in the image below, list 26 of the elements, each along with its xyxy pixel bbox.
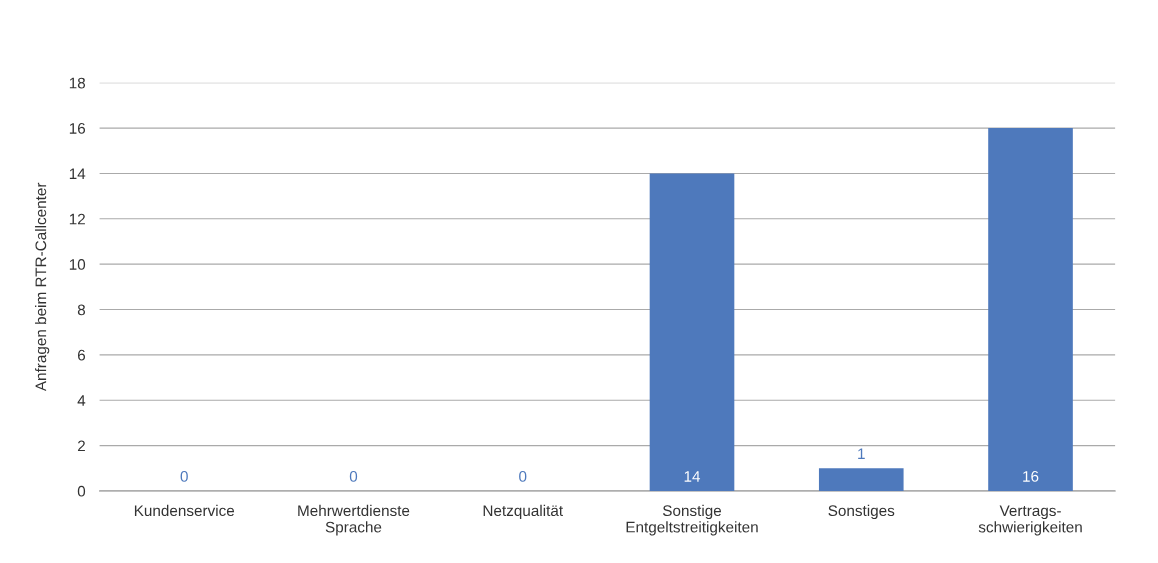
x-tick-label: Sonstiges — [828, 504, 895, 520]
bar — [988, 128, 1073, 491]
y-tick-label: 12 — [69, 213, 85, 225]
y-tick-label: 6 — [77, 349, 86, 361]
y-tick-label: 10 — [69, 259, 86, 270]
bar — [649, 173, 735, 491]
data-label: 0 — [180, 470, 188, 482]
y-tick-label: 4 — [77, 395, 86, 406]
data-label: 14 — [684, 471, 701, 482]
bar — [818, 468, 904, 491]
data-label: 0 — [349, 470, 358, 482]
x-tick-label: Mehrwertdienste Sprache — [298, 504, 410, 536]
x-tick-label: Netzqualität — [483, 504, 563, 520]
data-label: 0 — [519, 470, 527, 482]
x-tick-label: Kundenservice — [134, 504, 235, 517]
y-tick-label: 2 — [77, 440, 85, 452]
data-label: 1 — [858, 448, 865, 459]
y-tick-label: 14 — [69, 168, 86, 179]
y-tick-label: 18 — [69, 77, 86, 89]
y-tick-label: 0 — [77, 485, 86, 497]
y-tick-label: 8 — [77, 304, 86, 316]
y-tick-label: 16 — [69, 122, 86, 134]
data-label: 16 — [1023, 470, 1039, 482]
x-tick-label: Sonstige Entgeltstreitigkeiten — [626, 504, 758, 536]
x-tick-label: Vertrags- schwierigkeiten — [978, 505, 1082, 536]
y-axis-title: Anfragen beim RTR-Callcenter — [35, 182, 50, 392]
